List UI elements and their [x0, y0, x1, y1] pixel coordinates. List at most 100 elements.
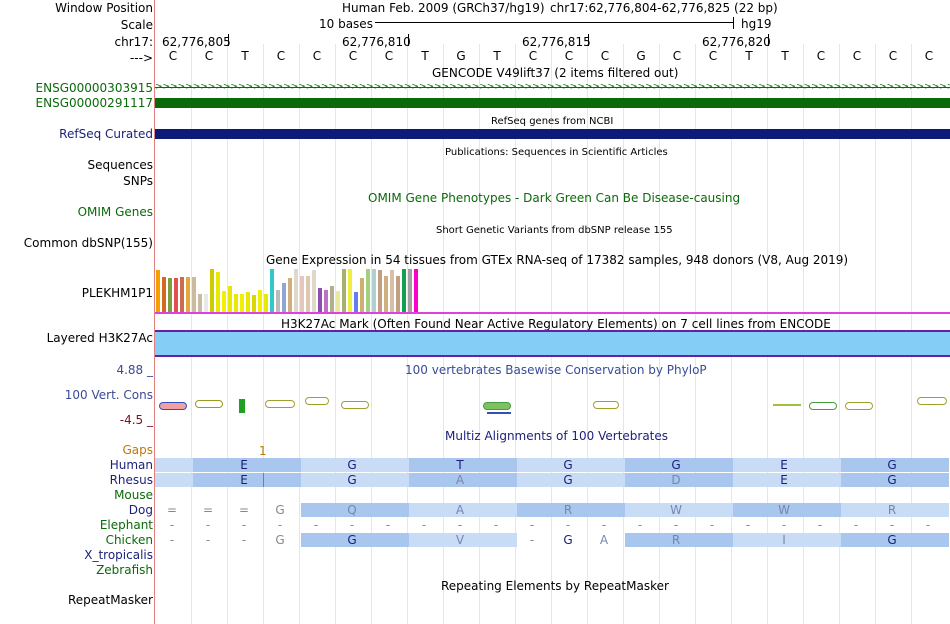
gtex-tissue-bar[interactable]	[198, 294, 202, 312]
gtex-tissue-bar[interactable]	[162, 277, 166, 312]
gtex-tissue-bar[interactable]	[372, 269, 376, 312]
base-letter: C	[528, 49, 538, 63]
xtrop-label[interactable]: X_tropicalis	[84, 548, 153, 562]
gtex-tissue-bar[interactable]	[210, 269, 214, 312]
cons-label[interactable]: 100 Vert. Cons	[64, 388, 153, 402]
gtex-tissue-bar[interactable]	[240, 294, 244, 312]
gtex-tissue-bar[interactable]	[246, 292, 250, 312]
gtex-title[interactable]: Gene Expression in 54 tissues from GTEx …	[266, 253, 849, 267]
gene2-exon[interactable]	[155, 98, 950, 108]
mouse-label[interactable]: Mouse	[114, 488, 153, 502]
gene2-label[interactable]: ENSG00000291117	[35, 96, 153, 110]
gtex-tissue-bar[interactable]	[336, 291, 340, 312]
gtex-tissue-bar[interactable]	[366, 269, 370, 312]
gtex-tissue-bar[interactable]	[414, 269, 418, 312]
gtex-tissue-bar[interactable]	[360, 278, 364, 312]
gtex-tissue-bar[interactable]	[270, 269, 274, 312]
dog-codon-block	[625, 503, 733, 517]
gene1-track[interactable]: >>>>>>>>>>>>>>>>>>>>>>>>>>>>>>>>>>>>>>>>…	[155, 83, 950, 93]
gtex-tissue-bar[interactable]	[300, 276, 304, 312]
gtex-tissue-bar[interactable]	[288, 278, 292, 312]
chrom-label[interactable]: chr17:	[114, 35, 153, 49]
window-position-label[interactable]: Window Position	[55, 1, 153, 15]
gtex-tissue-bar[interactable]	[282, 283, 286, 312]
gtex-tissue-bar[interactable]	[228, 286, 232, 312]
alignment-gap: -	[637, 518, 643, 532]
scale-label[interactable]: Scale	[120, 18, 153, 32]
alignment-gap: -	[493, 518, 499, 532]
gtex-tissue-bar[interactable]	[192, 277, 196, 312]
conservation-logo[interactable]	[155, 395, 950, 425]
gtex-tissue-bar[interactable]	[318, 288, 322, 312]
human-amino-acid: E	[240, 458, 248, 472]
base-letter: C	[816, 49, 826, 63]
gtex-tissue-bar[interactable]	[204, 294, 208, 312]
phylop-title[interactable]: 100 vertebrates Basewise Conservation by…	[405, 363, 707, 377]
repeatmasker-label[interactable]: RepeatMasker	[67, 593, 153, 607]
gtex-tissue-bar[interactable]	[180, 277, 184, 312]
gtex-tissue-bar[interactable]	[354, 292, 358, 312]
gtex-tissue-bar[interactable]	[186, 277, 190, 312]
omim-label[interactable]: OMIM Genes	[77, 205, 153, 219]
gene1-intron-line	[155, 87, 950, 88]
gtex-tissue-bar[interactable]	[168, 278, 172, 312]
dbsnp-title[interactable]: Short Genetic Variants from dbSNP releas…	[436, 225, 673, 236]
gtex-tissue-bar[interactable]	[216, 272, 220, 312]
coord-3: 62,776,815	[522, 35, 591, 49]
gene1-label[interactable]: ENSG00000303915	[35, 81, 153, 95]
human-label[interactable]: Human	[109, 458, 153, 472]
gtex-tissue-bar[interactable]	[378, 270, 382, 312]
gtex-tissue-bar[interactable]	[384, 276, 388, 312]
chicken-label[interactable]: Chicken	[105, 533, 153, 547]
h3k27-label[interactable]: Layered H3K27Ac	[46, 331, 153, 345]
zebrafish-label[interactable]: Zebrafish	[96, 563, 153, 577]
omim-title[interactable]: OMIM Gene Phenotypes - Dark Green Can Be…	[368, 191, 741, 205]
gtex-tissue-bar[interactable]	[390, 270, 394, 312]
elephant-label[interactable]: Elephant	[99, 518, 153, 532]
rhesus-label[interactable]: Rhesus	[109, 473, 153, 487]
gtex-tissue-bar[interactable]	[294, 269, 298, 312]
gtex-tissue-bar[interactable]	[402, 269, 406, 312]
repeatmasker-title[interactable]: Repeating Elements by RepeatMasker	[441, 579, 669, 593]
gtex-tissue-bar[interactable]	[324, 290, 328, 312]
refseq-exon[interactable]	[155, 129, 950, 139]
publications-title[interactable]: Publications: Sequences in Scientific Ar…	[445, 147, 668, 158]
h3k27-signal[interactable]	[155, 332, 950, 355]
rhesus-insertion-marker	[263, 473, 264, 487]
rhesus-codon-block	[625, 473, 733, 487]
coord-tick-4	[768, 34, 769, 46]
gtex-tissue-bar[interactable]	[258, 290, 262, 312]
gaps-label[interactable]: Gaps	[122, 443, 153, 457]
dbsnp-label[interactable]: Common dbSNP(155)	[23, 236, 153, 250]
snps-label[interactable]: SNPs	[123, 174, 153, 188]
refseq-label[interactable]: RefSeq Curated	[59, 127, 153, 141]
gtex-tissue-bar[interactable]	[234, 294, 238, 312]
base-letter: G	[456, 49, 466, 63]
gtex-tissue-bar[interactable]	[174, 278, 178, 312]
dog-amino-acid: W	[778, 503, 790, 517]
plekhm-label[interactable]: PLEKHM1P1	[81, 286, 153, 300]
gtex-tissue-bar[interactable]	[330, 286, 334, 312]
gtex-tissue-bar[interactable]	[156, 270, 160, 312]
gencode-title[interactable]: GENCODE V49lift37 (2 items filtered out)	[432, 66, 679, 80]
multiz-title[interactable]: Multiz Alignments of 100 Vertebrates	[445, 429, 669, 443]
gtex-tissue-bar[interactable]	[342, 269, 346, 312]
gtex-tissue-bar[interactable]	[312, 270, 316, 312]
gtex-tissue-bar[interactable]	[408, 269, 412, 312]
gtex-tissue-bar[interactable]	[348, 269, 352, 312]
sequences-label[interactable]: Sequences	[87, 158, 153, 172]
gtex-tissue-bar[interactable]	[306, 276, 310, 312]
h3k27-title[interactable]: H3K27Ac Mark (Often Found Near Active Re…	[281, 317, 831, 331]
gtex-tissue-bar[interactable]	[222, 291, 226, 312]
dog-label[interactable]: Dog	[128, 503, 153, 517]
gtex-tissue-bar[interactable]	[276, 290, 280, 312]
gtex-tissue-bar[interactable]	[264, 294, 268, 312]
alignment-gap: -	[277, 518, 283, 532]
refseq-title[interactable]: RefSeq genes from NCBI	[491, 116, 614, 127]
human-amino-acid: T	[456, 458, 464, 472]
gtex-tissue-bar[interactable]	[252, 295, 256, 312]
rhesus-amino-acid: E	[240, 473, 248, 487]
gtex-bar-chart[interactable]	[155, 268, 950, 312]
gtex-tissue-bar[interactable]	[396, 276, 400, 312]
alignment-gap: -	[565, 518, 571, 532]
